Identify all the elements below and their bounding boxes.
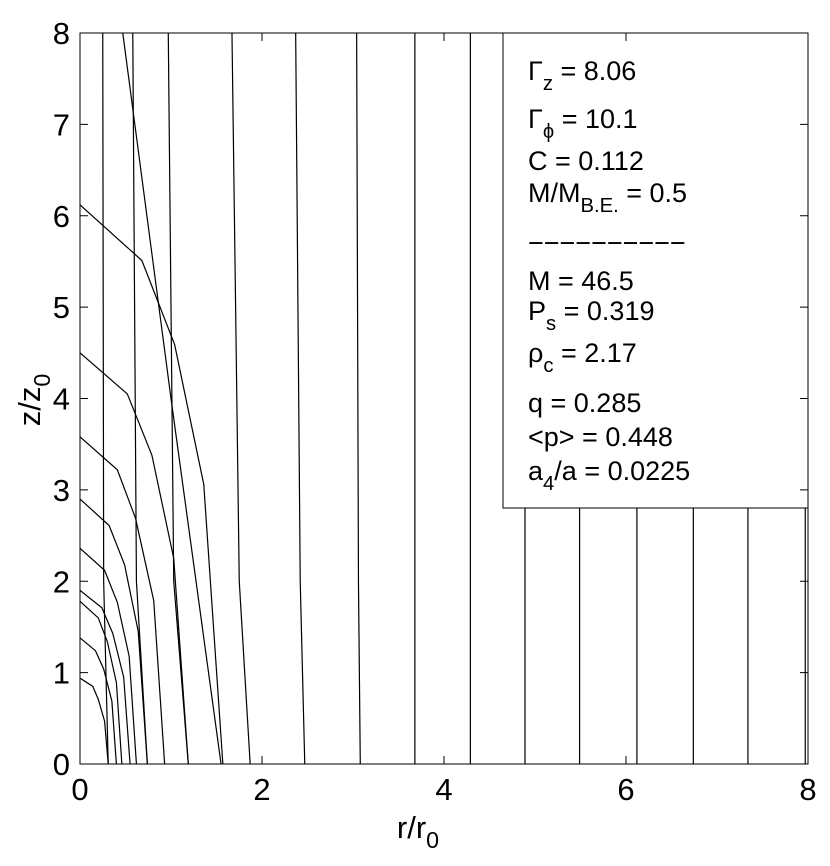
- annotation: a4/a = 0.0225: [528, 456, 690, 495]
- subscript: 4: [543, 473, 554, 495]
- contour-line: [295, 33, 306, 764]
- text-part: r/r: [397, 810, 426, 845]
- annotation: q = 0.285: [528, 388, 641, 418]
- plot-lines: [80, 33, 806, 764]
- text-part: Γ: [528, 104, 543, 134]
- contour-line: [80, 637, 117, 764]
- text-part: q = 0.285: [528, 388, 641, 418]
- text-part: C = 0.112: [528, 146, 644, 176]
- contour-line: [102, 33, 109, 764]
- y-tick-label: 5: [53, 290, 70, 325]
- annotation: M = 46.5: [528, 266, 634, 296]
- x-tick-label: 0: [71, 772, 88, 807]
- contour-line: [80, 677, 109, 764]
- text-part: ρ: [528, 338, 543, 368]
- x-tick-label: 2: [253, 772, 270, 807]
- x-tick-label: 4: [435, 772, 452, 807]
- subscript: s: [546, 313, 556, 335]
- text-part: = 10.1: [554, 104, 637, 134]
- annotation: C = 0.112: [528, 146, 644, 176]
- text-part: M/M: [528, 178, 580, 208]
- text-part: a: [528, 456, 544, 486]
- subscript: 0: [29, 374, 55, 387]
- x-tick-label: 8: [799, 772, 816, 807]
- y-tick-label: 6: [53, 199, 70, 234]
- annotation: Γϕ = 10.1: [528, 104, 638, 143]
- contour-line: [80, 600, 123, 764]
- text-part: /a = 0.0225: [554, 456, 690, 486]
- annotation: <p> = 0.448: [528, 422, 673, 452]
- text-part: −−−−−−−−−−: [528, 228, 686, 258]
- contour-line: [80, 498, 148, 764]
- text-part: <p> = 0.448: [528, 422, 673, 452]
- contour-line: [80, 204, 224, 764]
- contour-line: [132, 33, 148, 764]
- y-tick-label: 7: [53, 107, 70, 142]
- y-tick-label: 4: [53, 382, 70, 417]
- contour-line: [356, 33, 361, 764]
- subscript: 0: [426, 827, 439, 853]
- text-part: = 0.319: [556, 296, 654, 326]
- annotation: −−−−−−−−−−: [528, 228, 686, 258]
- annotation: M/MB.E. = 0.5: [528, 178, 687, 217]
- subscript: z: [543, 73, 553, 95]
- subscript: B.E.: [580, 195, 618, 217]
- subscript: c: [543, 355, 553, 377]
- annotation: Ps = 0.319: [528, 296, 654, 335]
- x-tick-label: 6: [617, 772, 634, 807]
- text-part: Γ: [528, 56, 543, 86]
- y-tick-label: 1: [53, 656, 70, 691]
- contour-line: [80, 352, 189, 764]
- text-part: = 8.06: [553, 56, 636, 86]
- contour-line: [167, 33, 189, 764]
- x-axis-label: r/r0: [397, 810, 439, 853]
- subscript: ϕ: [543, 121, 554, 143]
- text-part: = 2.17: [553, 338, 636, 368]
- text-part: M = 46.5: [528, 266, 634, 296]
- contour-line: [80, 547, 138, 764]
- contour-line: [122, 33, 222, 764]
- y-tick-label: 0: [53, 747, 70, 782]
- y-tick-label: 8: [53, 16, 70, 51]
- y-tick-label: 2: [53, 564, 70, 599]
- annotation-box: [502, 32, 809, 509]
- text-part: z/z: [12, 387, 47, 427]
- y-axis-label: z/z0: [12, 374, 55, 427]
- text-part: = 0.5: [619, 178, 687, 208]
- y-tick-label: 3: [53, 473, 70, 508]
- contour-line: [80, 589, 131, 764]
- annotation: ρc = 2.17: [528, 338, 637, 377]
- contour-line: [231, 33, 251, 764]
- text-part: P: [528, 296, 546, 326]
- annotation: Γz = 8.06: [528, 56, 636, 95]
